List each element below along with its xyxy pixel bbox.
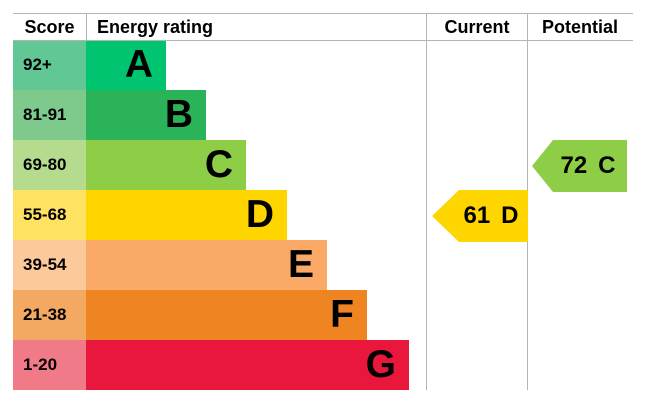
band-score-range: 92+ [13,40,86,90]
band-bar: A [86,40,166,90]
header-bottom-border [13,40,633,41]
band-score-range: 69-80 [13,140,86,190]
band-letter: G [365,343,396,386]
band-row-a: 92+ A [13,40,633,90]
band-bar: G [86,340,409,390]
potential-column-header: Potential [541,17,618,37]
band-bar: D [86,190,287,240]
band-row-e: 39-54 E [13,240,633,290]
band-row-f: 21-38 F [13,290,633,340]
band-row-c: 69-80 C [13,140,633,190]
band-score-range: 21-38 [13,290,86,340]
band-row-b: 81-91 B [13,90,633,140]
band-bar: B [86,90,206,140]
band-letter: B [164,93,193,136]
band-score-range: 81-91 [13,90,86,140]
band-rows: 92+ A 81-91 B 69-80 C 55-68 D 39-54 [13,40,633,390]
band-letter: F [330,293,354,336]
current-column-divider [426,13,427,390]
table-top-border [13,13,633,14]
potential-rating-letter: C [598,152,616,179]
band-letter: C [204,143,233,186]
band-letter: A [124,43,153,86]
band-bar: C [86,140,246,190]
band-letter: E [287,243,314,286]
current-column-header: Current [444,17,510,37]
band-letter: D [245,193,274,236]
band-bar: E [86,240,327,290]
current-rating-letter: D [501,202,519,229]
score-column-header: Score [24,17,75,37]
potential-rating-value: 72 [560,152,588,179]
score-column-divider [86,13,87,40]
band-row-d: 55-68 D [13,190,633,240]
energy-rating-column-header: Energy rating [97,17,214,37]
band-bar: F [86,290,367,340]
band-score-range: 55-68 [13,190,86,240]
potential-rating-arrow: 72 C [532,140,627,192]
band-score-range: 1-20 [13,340,86,390]
band-row-g: 1-20 G [13,340,633,390]
band-score-range: 39-54 [13,240,86,290]
current-rating-value: 61 [463,202,491,229]
